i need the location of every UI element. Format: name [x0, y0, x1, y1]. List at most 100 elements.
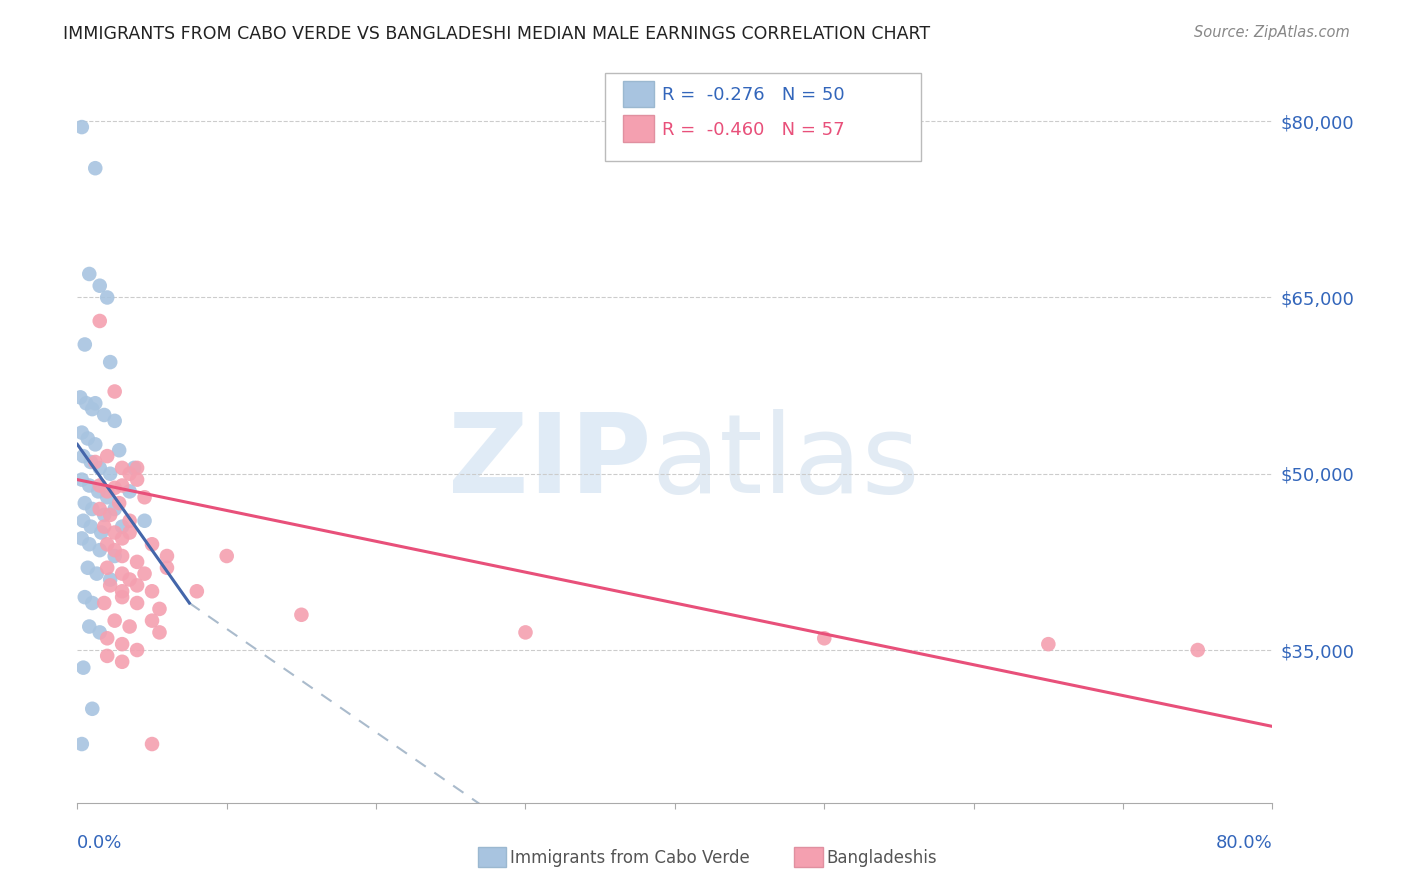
Point	[80, 519, 103, 533]
Point	[87, 484, 110, 499]
Point	[93, 519, 115, 533]
Point	[104, 549, 127, 563]
Point	[127, 555, 149, 569]
Point	[96, 632, 118, 646]
Point	[118, 467, 141, 481]
Point	[290, 607, 312, 622]
Text: atlas: atlas	[651, 409, 920, 516]
Point	[148, 625, 170, 640]
Point	[89, 461, 111, 475]
Point	[215, 549, 238, 563]
Point	[111, 566, 134, 581]
Point	[89, 543, 111, 558]
Point	[111, 590, 134, 604]
Point	[111, 655, 134, 669]
Point	[96, 449, 118, 463]
Point	[122, 461, 145, 475]
Point	[186, 584, 208, 599]
Point	[73, 590, 96, 604]
Point	[93, 408, 115, 422]
Point	[98, 467, 121, 481]
Point	[96, 648, 118, 663]
Point	[96, 490, 118, 504]
Point	[127, 596, 149, 610]
Point	[111, 478, 134, 492]
Point	[134, 566, 156, 581]
Text: IMMIGRANTS FROM CABO VERDE VS BANGLADESHI MEDIAN MALE EARNINGS CORRELATION CHART: IMMIGRANTS FROM CABO VERDE VS BANGLADESH…	[63, 25, 931, 43]
Point	[70, 120, 93, 134]
Point	[82, 502, 104, 516]
Text: Bangladeshis: Bangladeshis	[827, 849, 938, 867]
Point	[98, 508, 121, 522]
Point	[134, 514, 156, 528]
Point	[111, 637, 134, 651]
Point	[98, 578, 121, 592]
Point	[98, 573, 121, 587]
Point	[76, 432, 98, 446]
Point	[98, 355, 121, 369]
Point	[79, 619, 101, 633]
Point	[84, 396, 107, 410]
Point	[104, 384, 127, 399]
Point	[96, 484, 118, 499]
Point	[70, 532, 93, 546]
Point	[104, 502, 127, 516]
Point	[104, 525, 127, 540]
Point	[84, 455, 107, 469]
Point	[141, 737, 163, 751]
Point	[104, 481, 127, 495]
Point	[118, 484, 141, 499]
Point	[111, 461, 134, 475]
Text: Source: ZipAtlas.com: Source: ZipAtlas.com	[1194, 25, 1350, 40]
Point	[1187, 643, 1209, 657]
Text: 80.0%: 80.0%	[1216, 834, 1272, 852]
Point	[73, 337, 96, 351]
Point	[79, 537, 101, 551]
Point	[75, 396, 97, 410]
Point	[127, 473, 149, 487]
Point	[89, 625, 111, 640]
Point	[104, 543, 127, 558]
Point	[127, 461, 149, 475]
Point	[141, 537, 163, 551]
Point	[111, 549, 134, 563]
Point	[89, 478, 111, 492]
Point	[96, 537, 118, 551]
Point	[127, 578, 149, 592]
Point	[104, 414, 127, 428]
Point	[813, 632, 835, 646]
Point	[1038, 637, 1060, 651]
Point	[104, 614, 127, 628]
Point	[111, 519, 134, 533]
Point	[79, 478, 101, 492]
Text: Immigrants from Cabo Verde: Immigrants from Cabo Verde	[510, 849, 751, 867]
Point	[84, 437, 107, 451]
Point	[148, 602, 170, 616]
Point	[82, 702, 104, 716]
Point	[156, 549, 179, 563]
Point	[82, 402, 104, 417]
Text: R =  -0.276   N = 50: R = -0.276 N = 50	[662, 87, 845, 104]
Point	[108, 443, 131, 458]
Point	[118, 514, 141, 528]
Text: R =  -0.460   N = 57: R = -0.460 N = 57	[662, 121, 845, 139]
Point	[118, 525, 141, 540]
Point	[70, 737, 93, 751]
Point	[96, 561, 118, 575]
Point	[111, 532, 134, 546]
Point	[72, 660, 94, 674]
Point	[515, 625, 537, 640]
Point	[80, 455, 103, 469]
Point	[79, 267, 101, 281]
Point	[72, 514, 94, 528]
Point	[127, 643, 149, 657]
Point	[96, 290, 118, 304]
Point	[84, 161, 107, 176]
Point	[89, 502, 111, 516]
Point	[76, 561, 98, 575]
Point	[108, 496, 131, 510]
Point	[72, 449, 94, 463]
Point	[141, 614, 163, 628]
Point	[111, 584, 134, 599]
Point	[118, 619, 141, 633]
